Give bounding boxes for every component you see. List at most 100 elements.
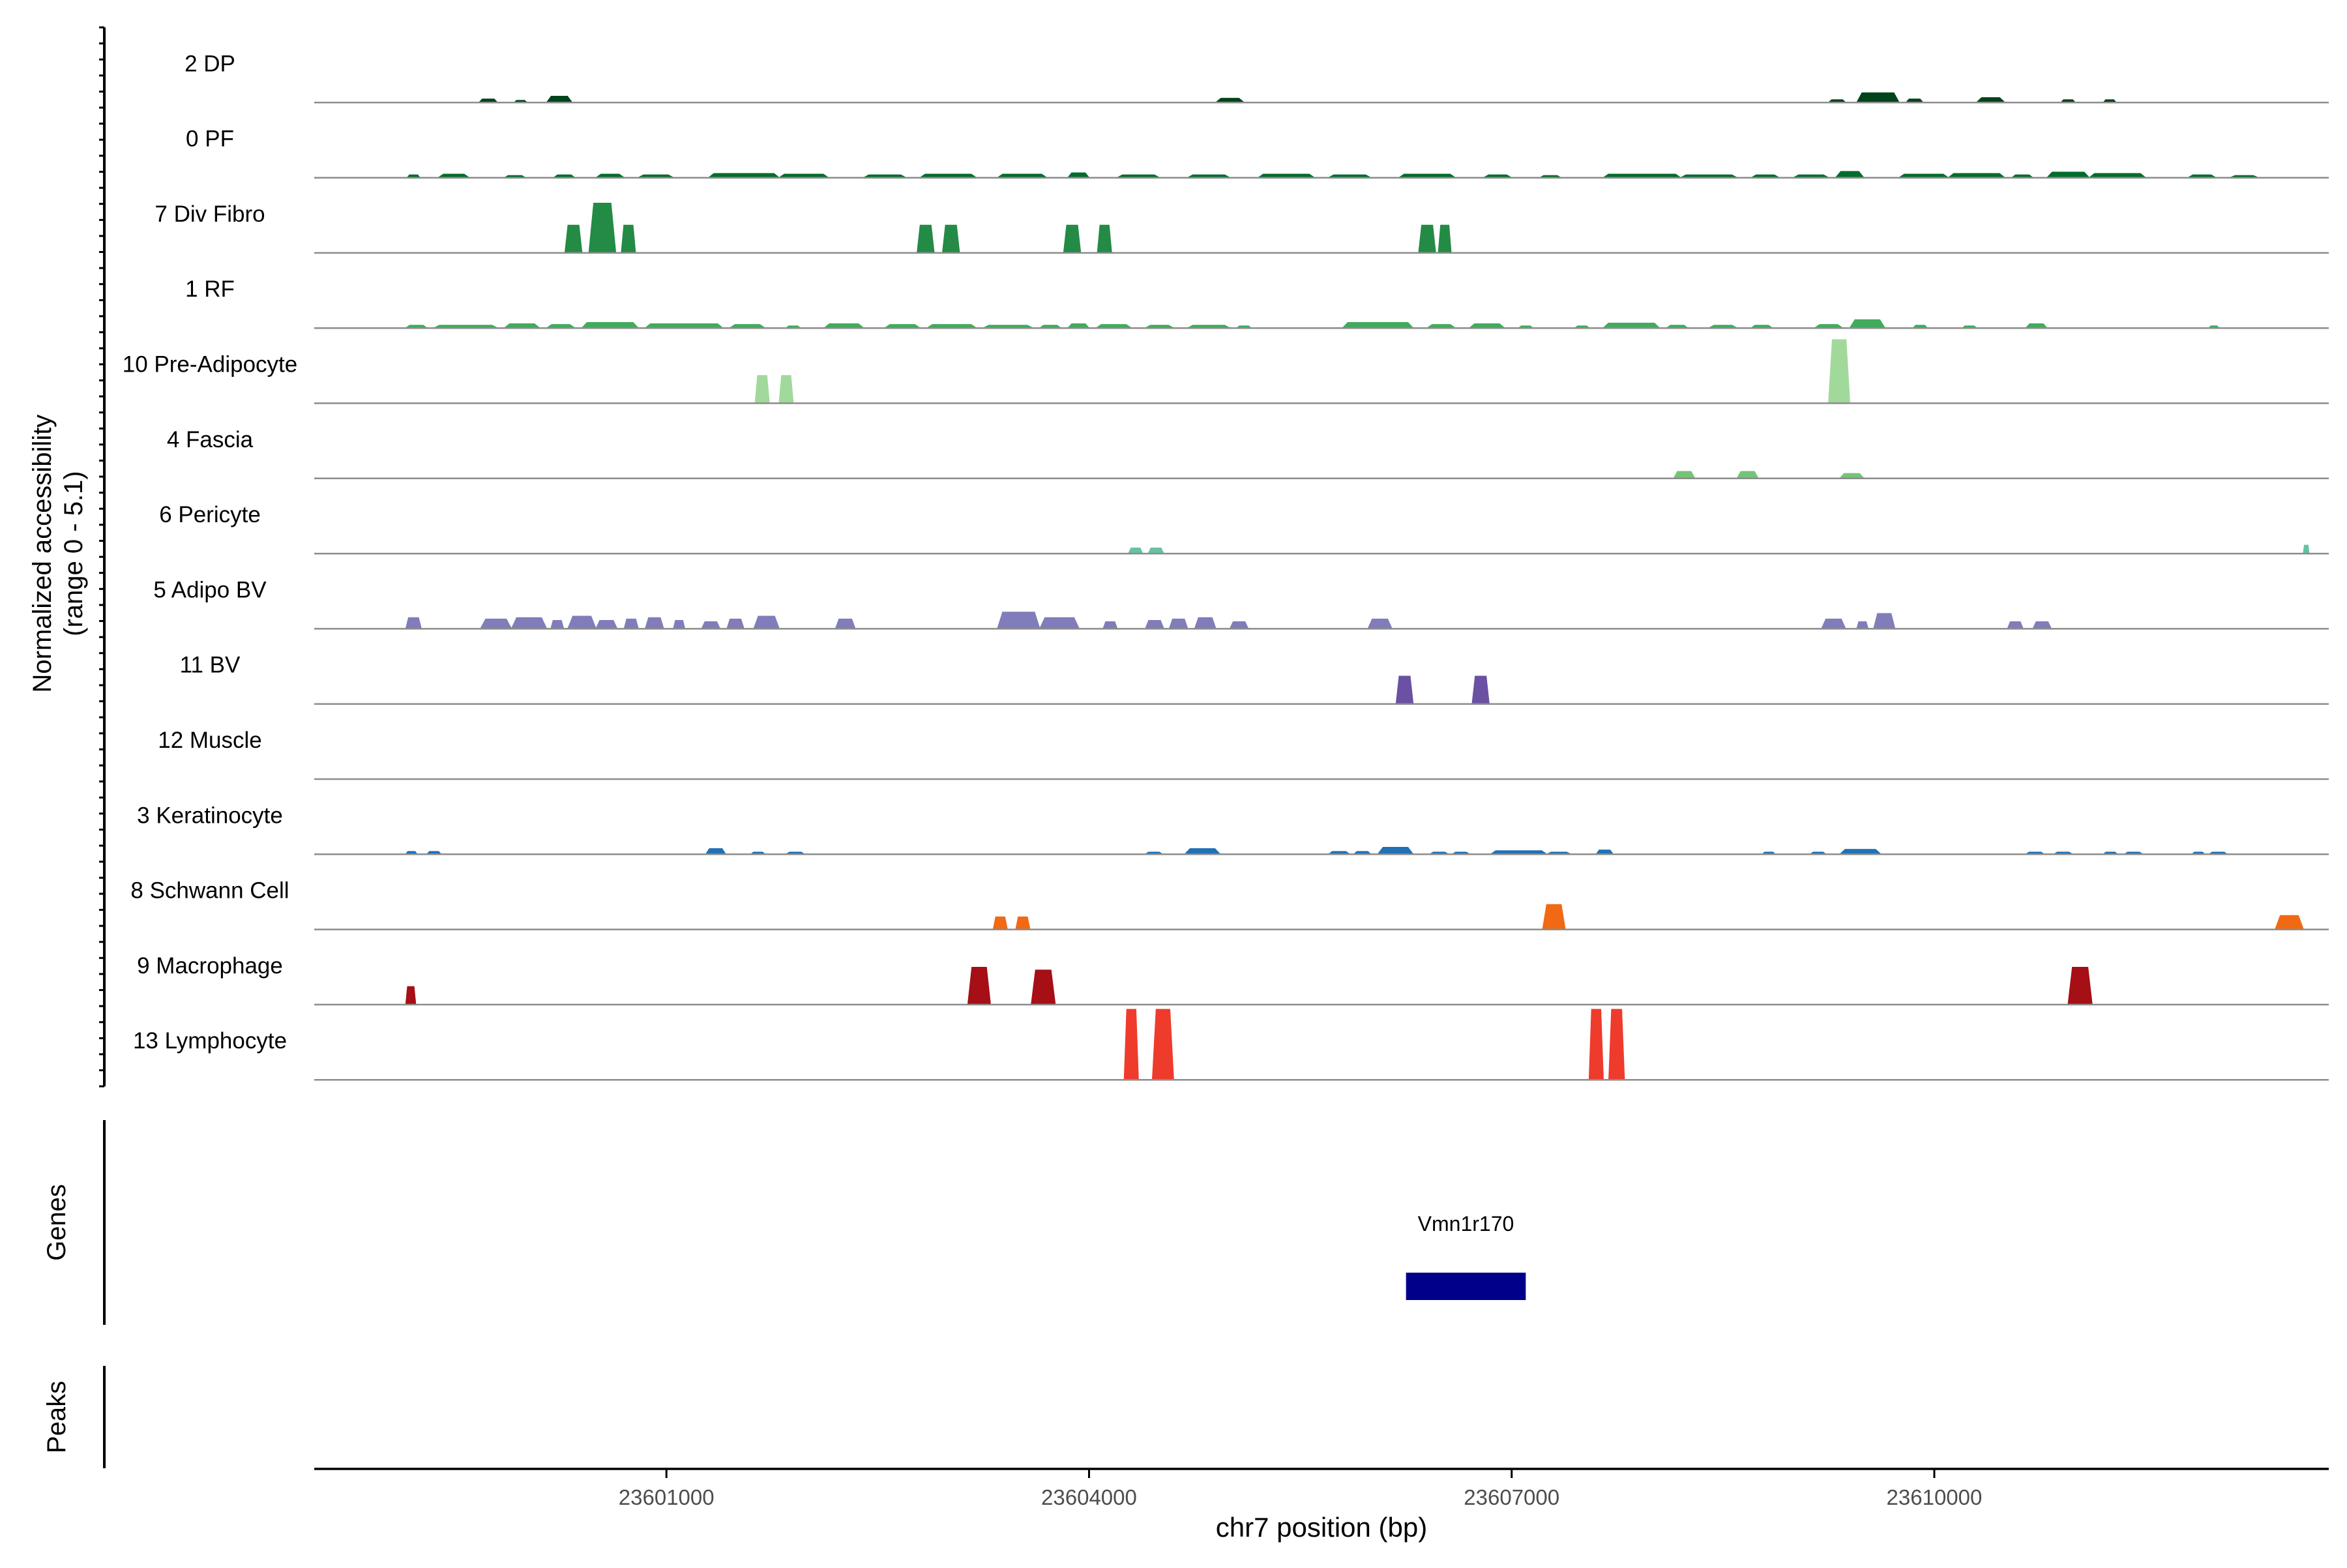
coverage-peak (1123, 1009, 1139, 1080)
coverage-peak (644, 617, 664, 630)
track-11: 3 Keratinocyte (137, 803, 2329, 855)
genes-panel-label: Genes (42, 1184, 71, 1261)
coverage-peak (1588, 1009, 1604, 1080)
coverage-peak (1873, 613, 1896, 630)
coverage-peak (2007, 621, 2024, 630)
coverage-peak (2067, 966, 2093, 1005)
coverage-peak (941, 224, 960, 254)
coverage-peak (967, 966, 992, 1005)
track-label: 1 RF (185, 276, 235, 302)
track-2: 0 PF (186, 126, 2329, 179)
coverage-peak (623, 618, 639, 630)
coverage-peak (1376, 846, 1415, 855)
coverage-peak (1127, 547, 1144, 554)
coverage-peak (1168, 618, 1188, 630)
coverage-peak (1471, 675, 1490, 705)
coverage-peak (996, 612, 1041, 630)
coverage-peak (992, 916, 1009, 930)
track-6: 4 Fascia (167, 427, 2329, 480)
x-tick-label: 23607000 (1464, 1485, 1559, 1509)
track-label: 5 Adipo BV (153, 577, 267, 602)
track-label: 0 PF (186, 126, 234, 152)
coverage-peak (1147, 547, 1165, 554)
coverage-peak (405, 986, 417, 1005)
coverage-peak (673, 619, 686, 630)
coverage-peak (1194, 617, 1217, 630)
coverage-peak (479, 618, 512, 630)
track-label: 12 Muscle (158, 728, 262, 753)
coverage-peak (1097, 224, 1112, 254)
coverage-peak (1856, 621, 1869, 630)
y-axis-label-line1: Normalized accessibility (28, 415, 57, 693)
x-tick-label: 23604000 (1041, 1485, 1137, 1509)
coverage-peak (405, 617, 422, 630)
coverage-peak (1395, 675, 1414, 705)
coverage-peak (701, 621, 721, 630)
x-axis: chr7 position (bp) 23601000 23604000 23607… (314, 1468, 2329, 1543)
coverage-peak (1341, 321, 1415, 329)
track-8: 5 Adipo BV (153, 577, 2329, 630)
coverage-peak (1820, 618, 1846, 630)
track-label: 3 Keratinocyte (137, 803, 283, 828)
coverage-peak (754, 375, 770, 404)
peaks-panel-label: Peaks (42, 1381, 71, 1453)
track-label: 8 Schwann Cell (130, 878, 289, 904)
coverage-peak (621, 224, 636, 254)
coverage-peak (580, 321, 640, 329)
coverage-peak (567, 615, 597, 630)
track-12: 8 Schwann Cell (130, 878, 2329, 930)
track-1: 2 DP (185, 51, 2329, 104)
track-5: 10 Pre-Adipocyte (123, 339, 2329, 404)
peaks-panel: Peaks (42, 1366, 106, 1468)
coverage-peak (726, 618, 745, 630)
coverage-peak (705, 848, 727, 855)
coverage-peak (1144, 619, 1165, 630)
coverage-peak (588, 202, 617, 254)
coverage-peak (1183, 848, 1222, 855)
gene-body-vmn1r170 (1406, 1273, 1526, 1300)
gene-name-label: Vmn1r170 (1418, 1212, 1514, 1235)
coverage-peak (1015, 916, 1031, 930)
coverage-peak (1367, 618, 1393, 630)
coverage-peak (2274, 915, 2305, 930)
coverage-peak (1031, 969, 1056, 1005)
coverage-peak (753, 615, 780, 630)
coverage-peak (2046, 171, 2091, 179)
coverage-peak (1855, 92, 1900, 104)
coverage-peak (510, 617, 548, 630)
track-label: 4 Fascia (167, 427, 254, 452)
track-13: 9 Macrophage (137, 953, 2329, 1006)
track-4: 1 RF (185, 276, 2329, 329)
track-label: 13 Lymphocyte (133, 1028, 287, 1054)
coverage-peak (834, 618, 856, 630)
track-label: 11 BV (180, 653, 241, 678)
track-label: 9 Macrophage (137, 953, 283, 979)
coverage-peak (1438, 224, 1452, 254)
track-label: 6 Pericyte (159, 502, 261, 527)
genes-panel: Genes Vmn1r170 (42, 1120, 1526, 1325)
coverage-peak (1418, 224, 1436, 254)
x-axis-label: chr7 position (bp) (1216, 1512, 1428, 1543)
coverage-peak (2032, 621, 2052, 630)
coverage-peak (595, 619, 618, 630)
coverage-peak (1039, 617, 1080, 630)
coverage-peak (546, 96, 573, 104)
coverage-peak (1542, 904, 1566, 930)
track-10: 12 Muscle (158, 728, 2329, 780)
y-axis-label-line2: (range 0 - 5.1) (59, 471, 88, 636)
coverage-peak (1608, 1009, 1625, 1080)
coverage-peak (2303, 544, 2310, 554)
coverage-peak (1736, 471, 1760, 479)
coverage-peak (1229, 621, 1249, 630)
coverage-peak (1151, 1009, 1174, 1080)
coverage-peak (1828, 339, 1851, 404)
x-tick-label: 23601000 (619, 1485, 715, 1509)
track-9: 11 BV (180, 653, 2329, 705)
coverage-peak (564, 224, 583, 254)
coverage-peak (916, 224, 935, 254)
coverage-tracks: 2 DP 0 PF 7 Div Fibro 1 RF 10 Pre-Adipocyte 4… (99, 26, 2329, 1087)
coverage-peak (1672, 471, 1696, 479)
x-tick-label: 23610000 (1887, 1485, 1983, 1509)
track-3: 7 Div Fibro (155, 201, 2329, 254)
